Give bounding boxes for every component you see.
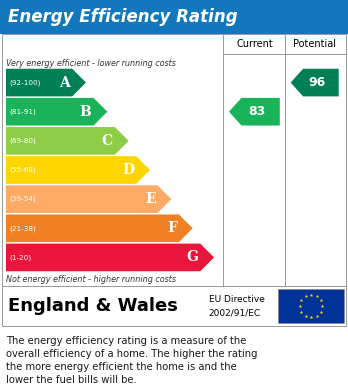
- Bar: [2, 34, 346, 286]
- Bar: [0, 0, 348, 34]
- Text: (69-80): (69-80): [9, 138, 36, 144]
- Text: E: E: [145, 192, 156, 206]
- Text: B: B: [80, 105, 92, 119]
- Text: (39-54): (39-54): [9, 196, 36, 203]
- Text: (21-38): (21-38): [9, 225, 36, 231]
- Bar: [278, 289, 344, 323]
- Text: Very energy efficient - lower running costs: Very energy efficient - lower running co…: [6, 59, 176, 68]
- Text: 2002/91/EC: 2002/91/EC: [209, 309, 261, 318]
- Text: 83: 83: [248, 105, 265, 118]
- Polygon shape: [6, 69, 86, 97]
- Text: D: D: [122, 163, 134, 177]
- Bar: [2, 286, 346, 326]
- Text: overall efficiency of a home. The higher the rating: overall efficiency of a home. The higher…: [6, 349, 258, 359]
- Text: Not energy efficient - higher running costs: Not energy efficient - higher running co…: [6, 276, 176, 285]
- Text: 96: 96: [308, 76, 325, 89]
- Text: C: C: [102, 134, 113, 148]
- Polygon shape: [6, 215, 193, 242]
- Polygon shape: [229, 98, 280, 126]
- Text: (55-68): (55-68): [9, 167, 36, 173]
- Polygon shape: [6, 185, 171, 213]
- Text: Current: Current: [236, 39, 273, 49]
- Text: Potential: Potential: [293, 39, 336, 49]
- Polygon shape: [6, 156, 150, 184]
- Polygon shape: [6, 98, 107, 126]
- Polygon shape: [291, 69, 339, 97]
- Text: The energy efficiency rating is a measure of the: The energy efficiency rating is a measur…: [6, 336, 246, 346]
- Text: F: F: [167, 221, 177, 235]
- Text: the more energy efficient the home is and the: the more energy efficient the home is an…: [6, 362, 237, 372]
- Text: (81-91): (81-91): [9, 108, 36, 115]
- Polygon shape: [6, 244, 214, 271]
- Text: (1-20): (1-20): [9, 254, 31, 261]
- Text: (92-100): (92-100): [9, 79, 40, 86]
- Text: G: G: [186, 250, 198, 264]
- Text: Energy Efficiency Rating: Energy Efficiency Rating: [8, 8, 238, 26]
- Text: EU Directive: EU Directive: [209, 296, 265, 305]
- Text: England & Wales: England & Wales: [8, 297, 178, 315]
- Text: lower the fuel bills will be.: lower the fuel bills will be.: [6, 375, 137, 385]
- Polygon shape: [6, 127, 129, 155]
- Text: A: A: [60, 75, 70, 90]
